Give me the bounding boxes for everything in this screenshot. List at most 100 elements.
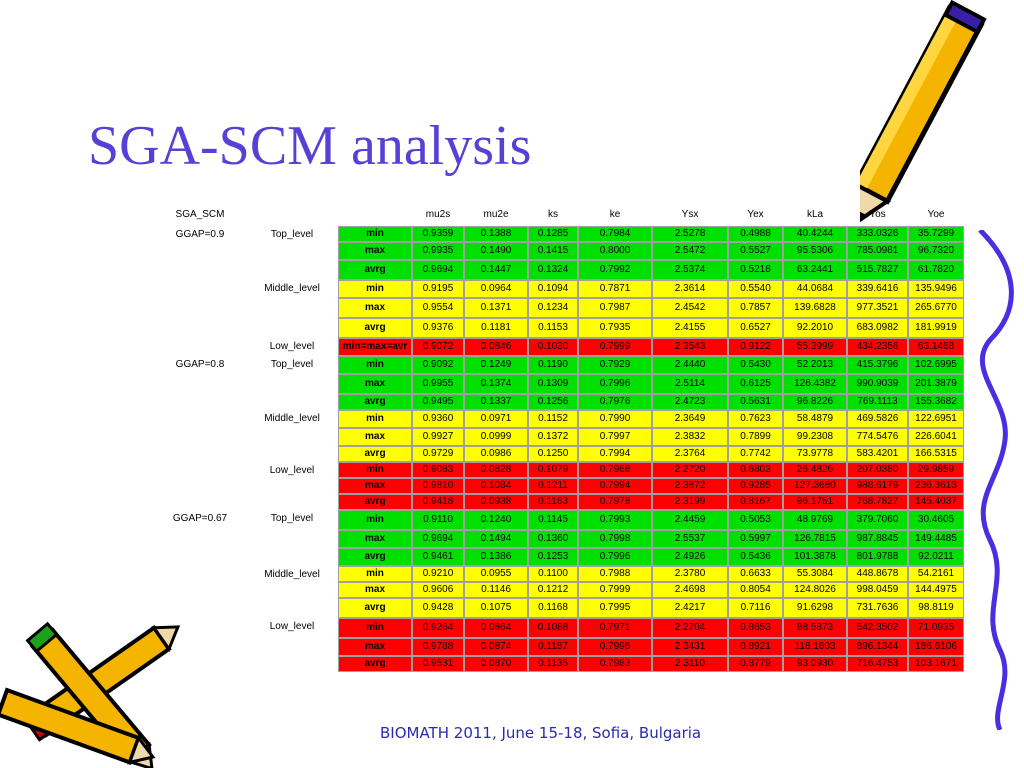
- value-cell: 0.7988: [578, 566, 652, 582]
- value-cell: 0.1494: [464, 530, 528, 548]
- value-cell: 0.9092: [412, 356, 464, 374]
- value-cell: 40.4244: [783, 226, 847, 242]
- value-cell: 0.9264: [412, 618, 464, 638]
- value-cell: 0.7996: [578, 638, 652, 656]
- value-cell: 0.6803: [728, 462, 783, 478]
- value-cell: 987.8845: [847, 530, 908, 548]
- value-cell: 0.0938: [464, 494, 528, 510]
- value-cell: 135.9496: [908, 280, 964, 298]
- stat-cell: min=max=avr: [338, 338, 412, 356]
- value-cell: 0.8779: [728, 656, 783, 672]
- value-cell: 0.7983: [578, 656, 652, 672]
- column-header: Yos: [869, 209, 886, 220]
- value-cell: 0.5527: [728, 242, 783, 260]
- value-cell: 0.9122: [728, 338, 783, 356]
- value-cell: 124.8026: [783, 582, 847, 598]
- value-cell: 683.0982: [847, 318, 908, 338]
- stat-cell: min: [338, 226, 412, 242]
- value-cell: 0.1187: [528, 638, 578, 656]
- value-cell: 0.1490: [464, 242, 528, 260]
- value-cell: 769.1113: [847, 394, 908, 410]
- value-cell: 126.7815: [783, 530, 847, 548]
- level-label: Top_level: [270, 229, 314, 240]
- value-cell: 0.1337: [464, 394, 528, 410]
- value-cell: 54.2161: [908, 566, 964, 582]
- value-cell: 2.4155: [652, 318, 728, 338]
- value-cell: 0.9606: [412, 582, 464, 598]
- column-header: Ysx: [681, 209, 699, 220]
- stat-cell: avrg: [338, 598, 412, 618]
- value-cell: 0.1309: [528, 374, 578, 394]
- value-cell: 0.9110: [412, 510, 464, 530]
- value-cell: 0.7871: [578, 280, 652, 298]
- value-cell: 2.5114: [652, 374, 728, 394]
- value-cell: 0.4988: [728, 226, 783, 242]
- value-cell: 0.5053: [728, 510, 783, 530]
- value-cell: 71.0935: [908, 618, 964, 638]
- stat-cell: avrg: [338, 656, 412, 672]
- value-cell: 2.3543: [652, 338, 728, 356]
- value-cell: 0.0964: [464, 280, 528, 298]
- value-cell: 55.3999: [783, 338, 847, 356]
- slide-title: SGA-SCM analysis: [88, 115, 532, 177]
- value-cell: 91.6298: [783, 598, 847, 618]
- level-label: Low_level: [269, 465, 315, 476]
- group-label: GGAP=0.67: [172, 513, 228, 524]
- value-cell: 58.4879: [783, 410, 847, 428]
- value-cell: 0.9935: [412, 242, 464, 260]
- value-cell: 207.0380: [847, 462, 908, 478]
- value-cell: 0.9531: [412, 656, 464, 672]
- value-cell: 0.1388: [464, 226, 528, 242]
- value-cell: 2.2704: [652, 618, 728, 638]
- value-cell: 0.1190: [528, 356, 578, 374]
- pencil-clipart-bottom-left: [0, 621, 181, 768]
- value-cell: 0.5430: [728, 356, 783, 374]
- group-label: GGAP=0.8: [175, 359, 225, 370]
- value-cell: 0.9210: [412, 566, 464, 582]
- value-cell: 0.1075: [464, 598, 528, 618]
- value-cell: 98.8119: [908, 598, 964, 618]
- value-cell: 0.0864: [464, 618, 528, 638]
- stat-cell: max: [338, 478, 412, 494]
- stat-cell: max: [338, 530, 412, 548]
- value-cell: 0.9554: [412, 298, 464, 318]
- value-cell: 0.7976: [578, 394, 652, 410]
- value-cell: 2.4926: [652, 548, 728, 566]
- value-cell: 0.5436: [728, 548, 783, 566]
- value-cell: 149.4485: [908, 530, 964, 548]
- value-cell: 0.0986: [464, 446, 528, 462]
- value-cell: 95.5306: [783, 242, 847, 260]
- value-cell: 2.3764: [652, 446, 728, 462]
- value-cell: 55.3084: [783, 566, 847, 582]
- value-cell: 785.0981: [847, 242, 908, 260]
- value-cell: 0.1240: [464, 510, 528, 530]
- value-cell: 0.9788: [412, 638, 464, 656]
- value-cell: 0.9810: [412, 478, 464, 494]
- value-cell: 63.1468: [908, 338, 964, 356]
- value-cell: 0.9729: [412, 446, 464, 462]
- value-cell: 0.8167: [728, 494, 783, 510]
- value-cell: 0.7978: [578, 494, 652, 510]
- stat-cell: avrg: [338, 394, 412, 410]
- pencil-icon: [860, 0, 987, 227]
- level-label: Top_level: [270, 513, 314, 524]
- pencil-clipart-top-right: [860, 0, 987, 227]
- value-cell: 201.3879: [908, 374, 964, 394]
- value-cell: 0.1079: [528, 462, 578, 478]
- value-cell: 0.8653: [728, 618, 783, 638]
- value-cell: 0.7899: [728, 428, 783, 446]
- value-cell: 101.3878: [783, 548, 847, 566]
- value-cell: 0.1152: [528, 410, 578, 428]
- value-cell: 434.2356: [847, 338, 908, 356]
- level-label: Middle_level: [264, 413, 320, 424]
- value-cell: 2.3832: [652, 428, 728, 446]
- value-cell: 145.4037: [908, 494, 964, 510]
- stat-cell: min: [338, 618, 412, 638]
- value-cell: 333.0326: [847, 226, 908, 242]
- value-cell: 166.5315: [908, 446, 964, 462]
- value-cell: 0.1100: [528, 566, 578, 582]
- value-cell: 2.3431: [652, 638, 728, 656]
- level-label: Low_level: [269, 621, 315, 632]
- value-cell: 0.1386: [464, 548, 528, 566]
